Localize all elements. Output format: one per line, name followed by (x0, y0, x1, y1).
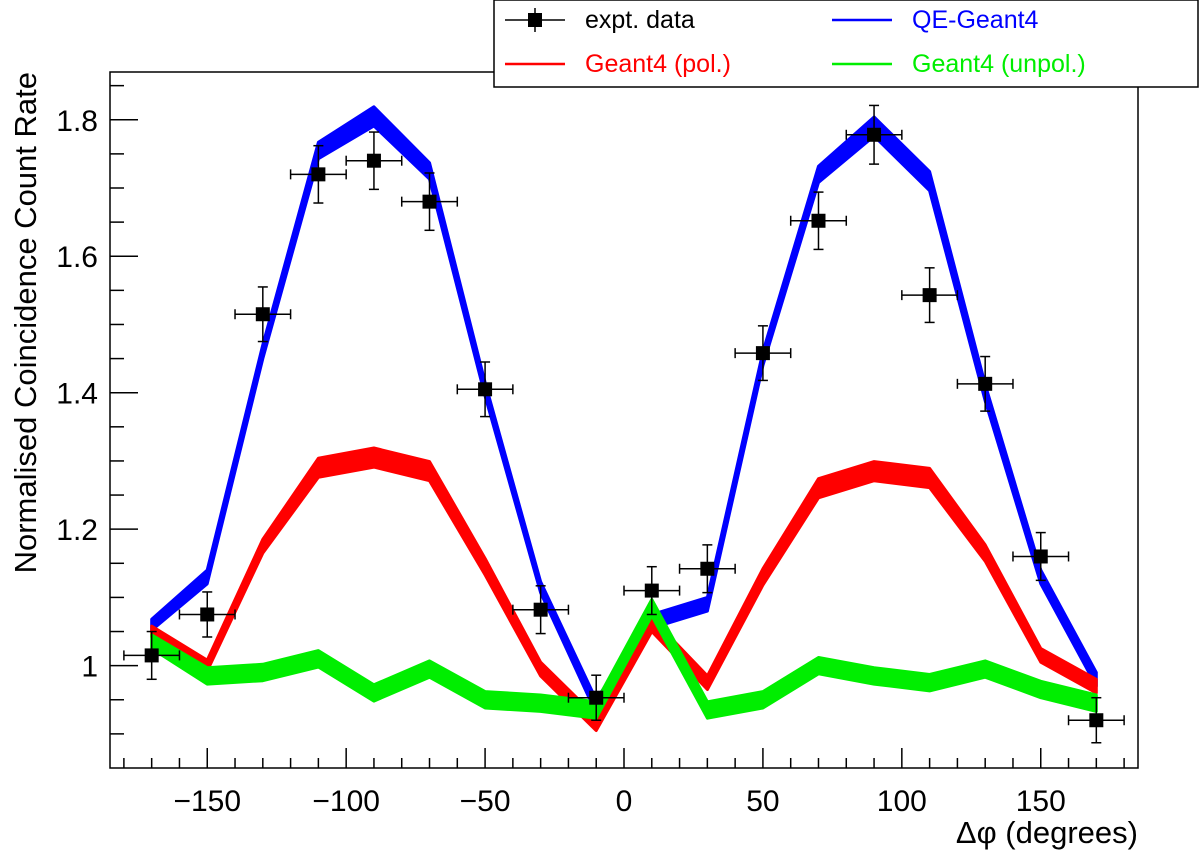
x-tick-label: −50 (460, 785, 511, 818)
legend-label: Geant4 (pol.) (585, 50, 731, 78)
x-axis-title: Δφ (degrees) (956, 815, 1138, 850)
data-marker (311, 167, 326, 182)
legend-label: expt. data (585, 6, 695, 34)
x-axis: −150 −100 −50 0 50 100 150 (123, 748, 1125, 818)
data-marker (922, 288, 937, 303)
legend-swatch-marker (528, 13, 542, 27)
y-tick-label: 1.2 (56, 514, 98, 547)
x-tick-label: 0 (616, 785, 633, 818)
legend-entry-geant4-unpol: Geant4 (unpol.) (832, 50, 1086, 78)
x-tick-label: −150 (173, 785, 241, 818)
x-tick-label: 150 (1016, 785, 1066, 818)
data-point (345, 131, 403, 191)
x-tick-label: 50 (746, 785, 779, 818)
data-point (123, 630, 181, 681)
data-marker (1089, 713, 1104, 728)
x-tick-label: −100 (312, 785, 380, 818)
data-marker (533, 602, 548, 617)
data-marker (422, 194, 437, 209)
y-tick-label: 1.6 (56, 241, 98, 274)
data-marker (700, 561, 715, 576)
y-axis-title: Normalised Coincidence Count Rate (8, 72, 43, 573)
data-point (956, 355, 1014, 412)
data-point (789, 191, 848, 251)
data-point (289, 144, 347, 204)
data-marker (366, 153, 381, 168)
data-point (456, 361, 514, 418)
data-marker (755, 346, 770, 361)
data-marker (1033, 549, 1048, 564)
y-tick-label: 1.4 (56, 378, 98, 411)
data-point (1012, 531, 1070, 582)
data-marker (144, 648, 159, 663)
y-axis: 1 1.2 1.4 1.6 1.8 (56, 84, 138, 735)
data-point (512, 585, 570, 635)
data-point (178, 591, 236, 638)
legend-entry-qe-geant4: QE-Geant4 (832, 6, 1039, 34)
y-tick-label: 1 (81, 651, 98, 684)
data-marker (589, 690, 604, 705)
legend: expt. data QE-Geant4 Geant4 (pol.) Geant4 (… (493, 0, 1199, 88)
data-marker (200, 607, 215, 622)
data-marker (978, 376, 993, 391)
legend-entry-geant4-pol: Geant4 (pol.) (505, 50, 731, 78)
data-point (678, 544, 736, 594)
data-point (623, 565, 681, 616)
x-tick-label: 100 (877, 785, 927, 818)
data-points (123, 104, 1125, 744)
legend-entry-expt-data: expt. data (505, 6, 695, 34)
legend-box (493, 0, 1199, 88)
data-point (234, 286, 292, 343)
data-marker (255, 307, 270, 322)
legend-label: Geant4 (unpol.) (912, 50, 1086, 78)
data-marker (478, 382, 493, 397)
data-point (734, 325, 792, 382)
legend-label: QE-Geant4 (912, 6, 1039, 34)
y-tick-label: 1.8 (56, 105, 98, 138)
data-point (845, 104, 903, 165)
data-marker (644, 583, 659, 598)
data-point (1067, 696, 1125, 744)
data-point (901, 267, 959, 324)
data-point (400, 172, 459, 232)
data-point (567, 674, 625, 721)
data-marker (867, 127, 882, 142)
band-geant4-pol (150, 446, 1098, 732)
data-marker (811, 213, 826, 228)
